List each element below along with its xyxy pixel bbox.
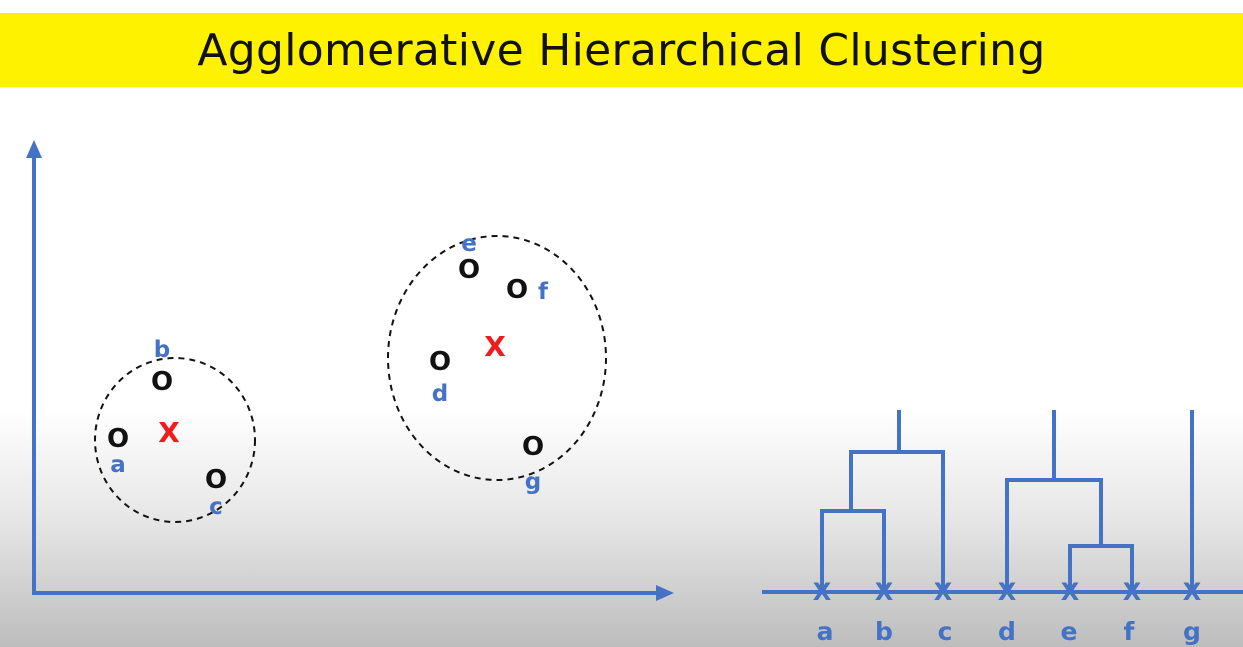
point-marker-c: O — [205, 465, 227, 495]
point-marker-d: O — [429, 347, 451, 377]
leaf-marker-a: X — [813, 578, 832, 606]
point-label-g: g — [525, 469, 541, 495]
leaf-marker-g: X — [1183, 578, 1202, 606]
leaf-label-a: a — [817, 617, 834, 646]
point-label-d: d — [432, 381, 448, 407]
dendrogram-links — [820, 410, 1194, 592]
cluster-boundary-abc — [94, 357, 256, 523]
leaf-label-f: f — [1124, 617, 1136, 646]
cluster-boundary-defg — [387, 235, 607, 481]
leaf-label-g: g — [1183, 617, 1201, 646]
leaf-label-c: c — [938, 617, 953, 646]
point-marker-f: O — [506, 275, 528, 305]
leaf-marker-e: X — [1061, 578, 1080, 606]
point-label-b: b — [154, 337, 170, 363]
merge-ab-c — [849, 450, 945, 592]
point-marker-a: O — [107, 424, 129, 454]
leaf-marker-f: X — [1123, 578, 1142, 606]
point-label-a: a — [110, 452, 126, 478]
point-marker-b: O — [151, 367, 173, 397]
y-axis-arrowhead — [26, 140, 42, 158]
point-marker-e: O — [458, 255, 480, 285]
point-label-c: c — [209, 494, 223, 520]
leaf-label-e: e — [1061, 617, 1078, 646]
leaf-marker-d: X — [998, 578, 1017, 606]
leaf-label-b: b — [875, 617, 893, 646]
leaf-label-d: d — [998, 617, 1016, 646]
merge-d-ef — [1005, 478, 1103, 592]
leaf-marker-b: X — [875, 578, 894, 606]
x-axis-arrowhead — [656, 585, 674, 601]
leaf-marker-c: X — [934, 578, 953, 606]
centroid-marker-1: X — [158, 416, 180, 449]
page-title: Agglomerative Hierarchical Clustering — [197, 24, 1046, 76]
point-label-f: f — [538, 279, 549, 305]
title-banner: Agglomerative Hierarchical Clustering — [0, 13, 1243, 87]
point-label-e: e — [461, 231, 477, 257]
centroid-marker-2: X — [484, 330, 506, 363]
point-marker-g: O — [522, 432, 544, 462]
